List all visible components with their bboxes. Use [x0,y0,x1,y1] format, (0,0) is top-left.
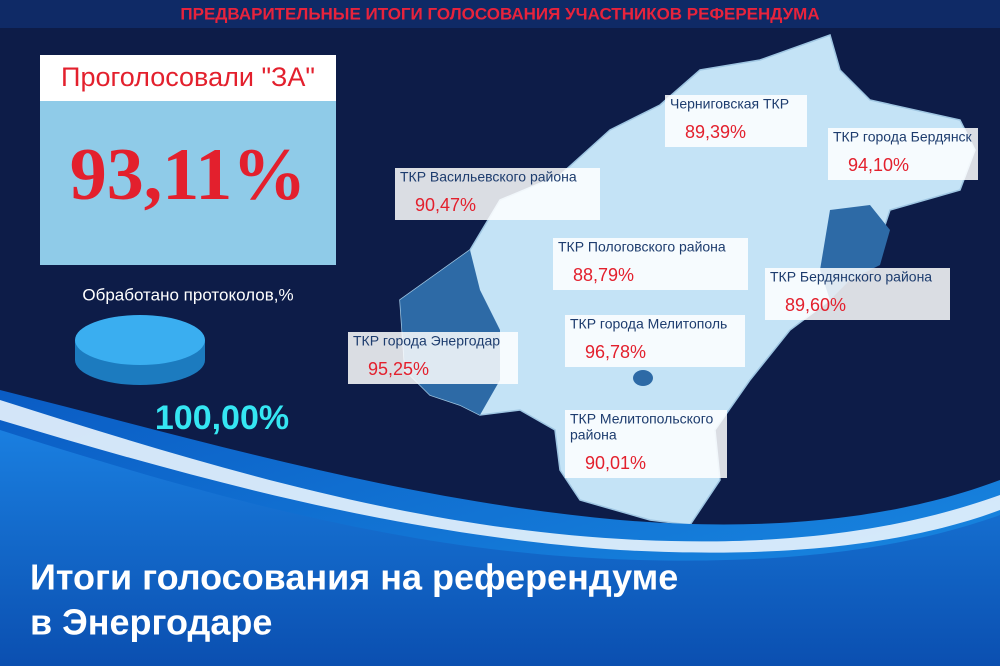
region-value: 88,79% [573,265,634,285]
region-name: ТКР города Бердянск [833,129,973,145]
caption-line: в Энергодаре [30,602,272,643]
wave-lower [0,430,1000,666]
region-label-box [565,410,727,478]
disk-top [75,315,205,365]
region-name: ТКР города Энергодар [353,333,500,349]
region-label-box [348,332,518,384]
region-name: ТКР Васильевского района [400,169,577,185]
region-label-box [565,315,745,367]
region-label-box [765,268,950,320]
region-name: ТКР Бердянского района [770,269,932,285]
region-label-box [553,238,748,290]
processed-value: 100,00% [155,399,289,437]
region-label-box [395,168,600,220]
region-label-box [665,95,807,147]
processed-label: Обработано протоколов,% [82,285,293,304]
region-name: ТКР Пологовского района [558,239,726,255]
region-labels: Черниговская ТКР 89,39% ТКР города Бердянс… [348,95,978,478]
region-value: 90,47% [415,195,476,215]
caption-line: Итоги голосования на референдуме [30,557,678,598]
region-value: 95,25% [368,359,429,379]
region-value: 96,78% [585,342,646,362]
wave-highlight [0,400,1000,553]
summary-value: 93,11% [70,134,306,216]
region-name: ТКР Мелитопольского [570,411,713,427]
map-melitopol [633,370,653,386]
region-name: Черниговская ТКР [670,96,789,112]
region-name: района [570,427,617,443]
region-name: ТКР города Мелитополь [570,316,727,332]
summary-label-box [40,55,336,101]
region-value: 94,10% [848,155,909,175]
region-value: 90,01% [585,453,646,473]
summary-label: Проголосовали "ЗА" [61,62,315,92]
region-value: 89,60% [785,295,846,315]
region-label-box [828,128,978,180]
header-title: ПРЕДВАРИТЕЛЬНЫЕ ИТОГИ ГОЛОСОВАНИЯ УЧАСТН… [180,4,819,23]
header-band [0,0,1000,28]
region-value: 89,39% [685,122,746,142]
